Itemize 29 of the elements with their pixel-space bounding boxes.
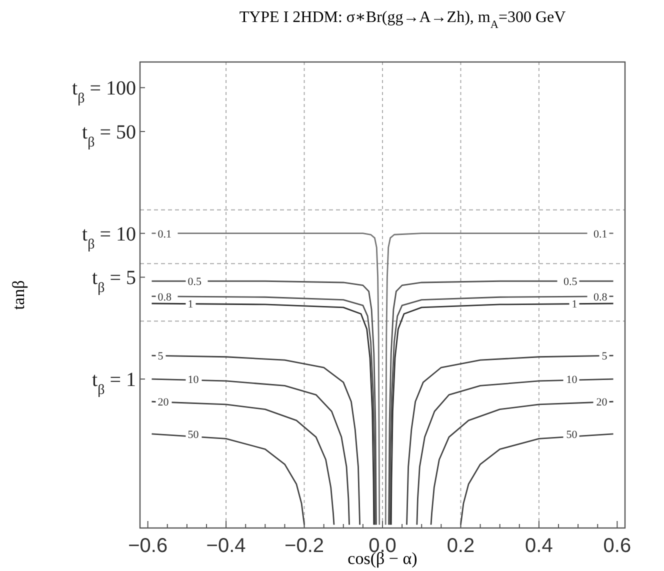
x-tick-label: 0.4 (525, 535, 553, 557)
chart-title: TYPE I 2HDM: σ∗Br(gg→A→Zh), m$_{A}$=300 GeV (239, 9, 566, 31)
y-axis-title: tanβ (9, 280, 28, 310)
text: 0.8 (594, 291, 608, 304)
series-label: 0.1 (158, 228, 172, 240)
text: 1 (572, 298, 578, 311)
text: 20 (596, 396, 608, 409)
text: 50 (566, 428, 578, 441)
y-tick-label: t$_{β}$ = 5 (92, 267, 136, 296)
series-label: 1 (188, 298, 194, 311)
y-tick-label: t$_{β}$ = 100 (72, 78, 136, 106)
text: 0.1 (594, 228, 608, 240)
x-tick-label: −0.2 (284, 535, 324, 557)
series-label: 5 (602, 350, 608, 363)
y-tick-label: t$_{β}$ = 1 (92, 369, 136, 398)
text: 5 (158, 350, 164, 363)
y-tick-label: t$_{β}$ = 50 (82, 122, 136, 150)
series-label: 0.5 (188, 276, 202, 288)
text: 10 (566, 374, 578, 386)
series-label: 20 (158, 396, 170, 409)
x-tick-label: 0.6 (603, 535, 632, 557)
x-tick-label: −0.4 (206, 535, 246, 557)
series-label: 10 (188, 374, 200, 386)
y-tick-label: t$_{β}$ = 10 (82, 223, 136, 252)
series-label: 50 (188, 428, 200, 441)
x-tick-label: 0.2 (446, 535, 475, 557)
x-tick-label: −0.6 (128, 535, 168, 557)
text: 0.5 (564, 276, 578, 288)
series-label: 0.8 (158, 291, 172, 304)
